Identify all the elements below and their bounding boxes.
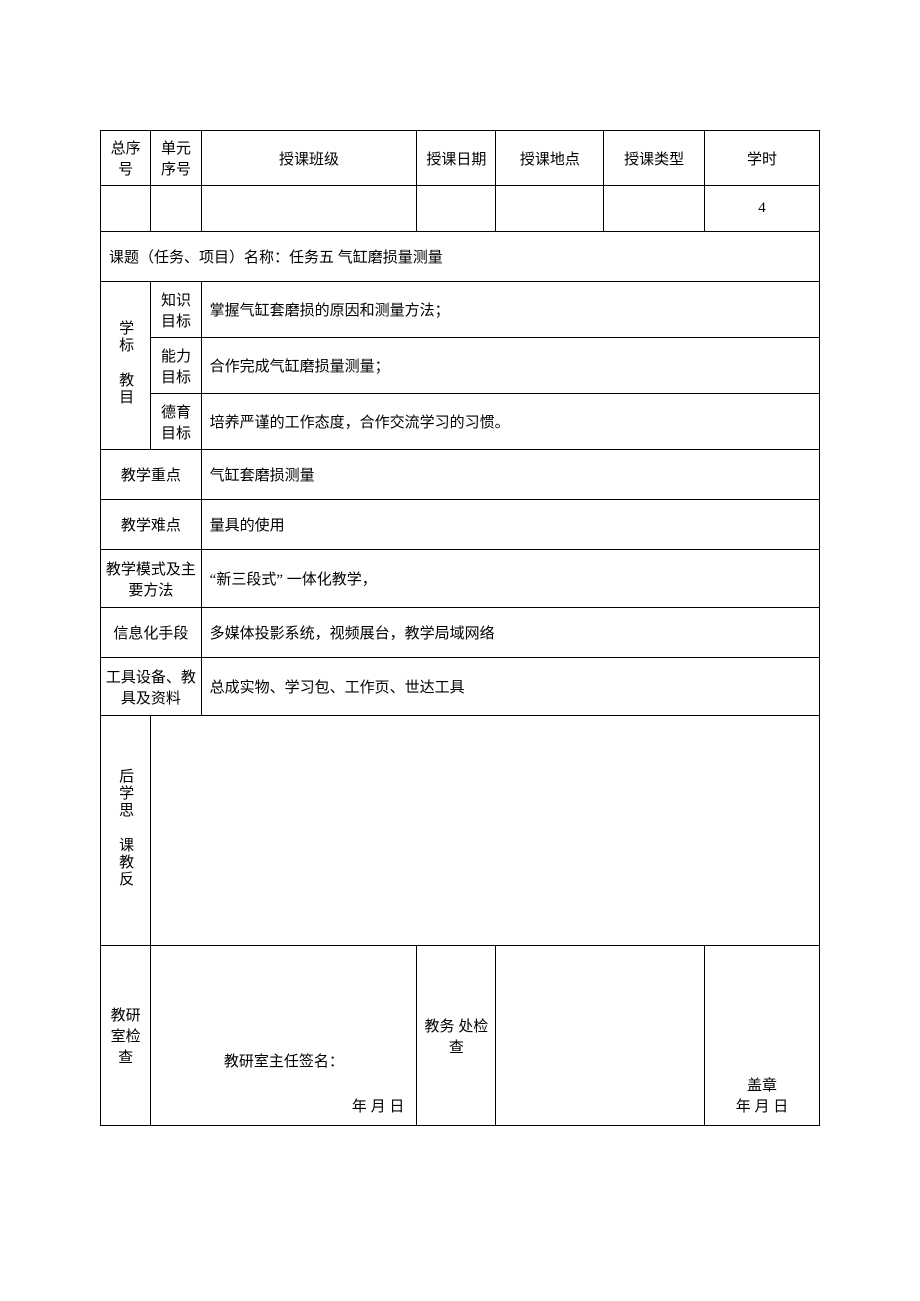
keypoint-label: 教学重点: [101, 450, 202, 500]
moral-text: 培养严谨的工作态度，合作交流学习的习惯。: [201, 394, 819, 450]
check-row: 教研 室检 查 教研室主任签名： 年 月 日 教务 处检查 盖章 年 月 日: [101, 946, 820, 1126]
method-row: 教学模式及主 要方法 “新三段式” 一体化教学，: [101, 550, 820, 608]
ability-text: 合作完成气缸磨损量测量；: [201, 338, 819, 394]
difficulty-text: 量具的使用: [201, 500, 819, 550]
knowledge-label: 知识目标: [151, 282, 201, 338]
keypoint-row: 教学重点 气缸套磨损测量: [101, 450, 820, 500]
reflection-text: 后学思 课教反: [115, 768, 136, 888]
difficulty-row: 教学难点 量具的使用: [101, 500, 820, 550]
goal-knowledge-row: 学标 教目 知识目标 掌握气缸套磨损的原因和测量方法；: [101, 282, 820, 338]
reflection-row: 后学思 课教反: [101, 716, 820, 946]
col-hours: 学时: [704, 131, 819, 186]
col-unit-no: 单元序号: [151, 131, 201, 186]
check-stamp-cell: 盖章 年 月 日: [704, 946, 819, 1126]
goals-side-label: 学标 教目: [101, 282, 151, 450]
topic-cell: 课题（任务、项目）名称：任务五 气缸磨损量测量: [101, 232, 820, 282]
signature-date: 年 月 日: [352, 1095, 413, 1116]
col-seq-no: 总序 号: [101, 131, 151, 186]
goal-ability-row: 能力目标 合作完成气缸磨损量测量；: [101, 338, 820, 394]
moral-label: 德育目标: [151, 394, 201, 450]
info-label: 信息化手段: [101, 608, 202, 658]
difficulty-label: 教学难点: [101, 500, 202, 550]
check-blank-cell: [496, 946, 705, 1126]
val-class: [201, 186, 417, 232]
check-left-label: 教研 室检 查: [101, 946, 151, 1126]
val-type: [604, 186, 705, 232]
val-unit-no: [151, 186, 201, 232]
val-location: [496, 186, 604, 232]
ability-label: 能力目标: [151, 338, 201, 394]
check-mid-label: 教务 处检查: [417, 946, 496, 1126]
topic-row: 课题（任务、项目）名称：任务五 气缸磨损量测量: [101, 232, 820, 282]
col-location: 授课地点: [496, 131, 604, 186]
method-label: 教学模式及主 要方法: [101, 550, 202, 608]
val-seq-no: [101, 186, 151, 232]
info-row: 信息化手段 多媒体投影系统，视频展台，教学局域网络: [101, 608, 820, 658]
check-signature-cell: 教研室主任签名： 年 月 日: [151, 946, 417, 1126]
info-text: 多媒体投影系统，视频展台，教学局域网络: [201, 608, 819, 658]
keypoint-text: 气缸套磨损测量: [201, 450, 819, 500]
stamp-label: 盖章: [747, 1074, 777, 1095]
method-text: “新三段式” 一体化教学，: [201, 550, 819, 608]
col-date: 授课日期: [417, 131, 496, 186]
val-date: [417, 186, 496, 232]
goal-moral-row: 德育目标 培养严谨的工作态度，合作交流学习的习惯。: [101, 394, 820, 450]
tools-text: 总成实物、学习包、工作页、世达工具: [201, 658, 819, 716]
reflection-label: 后学思 课教反: [101, 716, 151, 946]
tools-label: 工具设备、教 具及资料: [101, 658, 202, 716]
tools-row: 工具设备、教 具及资料 总成实物、学习包、工作页、世达工具: [101, 658, 820, 716]
val-hours: 4: [704, 186, 819, 232]
lesson-plan-table: 总序 号 单元序号 授课班级 授课日期 授课地点 授课类型 学时 4 课题（任务…: [100, 130, 820, 1126]
col-type: 授课类型: [604, 131, 705, 186]
values-row: 4: [101, 186, 820, 232]
signature-label: 教研室主任签名：: [224, 1050, 344, 1071]
reflection-content: [151, 716, 820, 946]
col-class: 授课班级: [201, 131, 417, 186]
knowledge-text: 掌握气缸套磨损的原因和测量方法；: [201, 282, 819, 338]
goals-side-text: 学标 教目: [115, 320, 136, 406]
header-row: 总序 号 单元序号 授课班级 授课日期 授课地点 授课类型 学时: [101, 131, 820, 186]
stamp-date: 年 月 日: [736, 1095, 789, 1116]
